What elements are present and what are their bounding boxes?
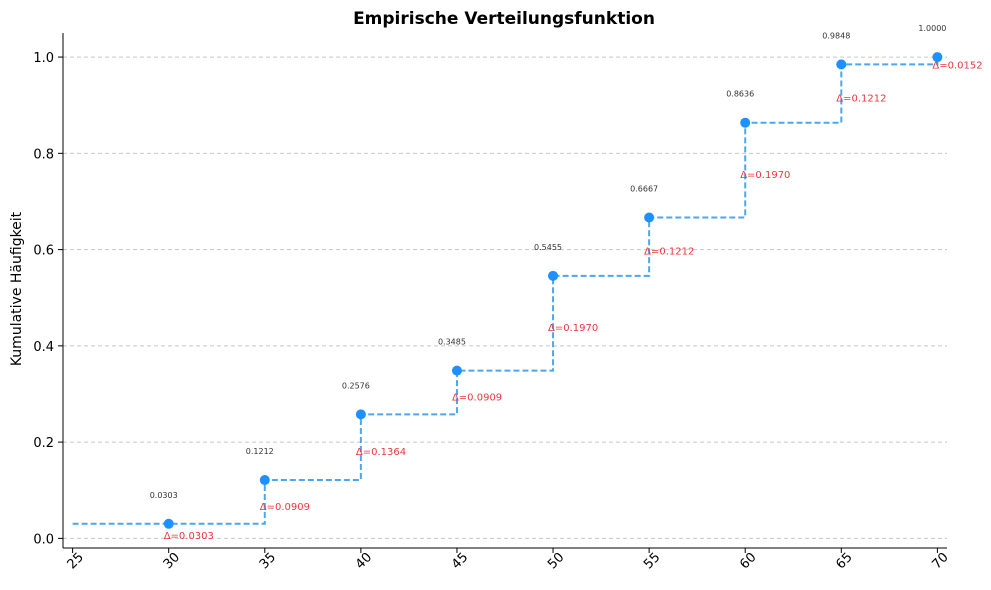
data-point — [163, 518, 174, 529]
y-tick-label: 0.4 — [33, 340, 54, 355]
data-point — [836, 59, 847, 70]
delta-label: Δ=0.0909 — [260, 502, 310, 513]
y-tick-label: 0.6 — [33, 244, 54, 259]
x-tick-label: 30 — [161, 550, 183, 572]
data-point — [451, 365, 462, 376]
x-tick-label: 40 — [353, 550, 375, 572]
delta-label: Δ=0.0303 — [164, 531, 214, 542]
y-tick-label: 0.0 — [33, 532, 54, 547]
x-tick-label: 55 — [641, 550, 663, 572]
data-point — [355, 409, 366, 420]
y-axis-label: Kumulative Häufigkeit — [9, 211, 25, 366]
x-tick-label: 60 — [737, 550, 759, 572]
delta-label: Δ=0.0909 — [452, 393, 502, 404]
delta-label: Δ=0.1970 — [548, 323, 598, 334]
x-tick-label: 50 — [545, 550, 567, 572]
value-label: 1.0000 — [918, 24, 946, 33]
value-label: 0.9848 — [822, 31, 850, 40]
value-label: 0.3485 — [438, 338, 466, 347]
x-tick-label: 70 — [929, 550, 951, 572]
data-point — [644, 212, 655, 223]
data-point — [259, 475, 270, 486]
value-label: 0.1212 — [246, 447, 274, 456]
data-point — [932, 52, 943, 63]
delta-label: Δ=0.1364 — [356, 447, 406, 458]
delta-label: Δ=0.1212 — [644, 247, 694, 258]
value-label: 0.8636 — [726, 90, 754, 99]
y-tick-label: 0.2 — [33, 436, 54, 451]
value-label: 0.0303 — [150, 491, 178, 500]
grid-lines — [63, 56, 947, 539]
chart-title: Empirische Verteilungsfunktion — [353, 9, 655, 29]
ecdf-step-line — [72, 57, 939, 525]
y-tick-label: 1.0 — [33, 51, 54, 66]
x-tick-label: 65 — [833, 550, 855, 572]
y-tick-label: 0.8 — [33, 147, 54, 162]
delta-label: Δ=0.1212 — [836, 94, 886, 105]
step-series — [72, 52, 943, 529]
x-tick-label: 45 — [449, 550, 471, 572]
value-label: 0.6667 — [630, 184, 658, 193]
delta-label: Δ=0.1970 — [740, 170, 790, 181]
value-label: 0.5455 — [534, 243, 562, 252]
x-tick-label: 35 — [257, 550, 279, 572]
delta-label: Δ=0.0152 — [932, 61, 982, 72]
data-labels: 0.0303 Δ=0.0303 0.1212 Δ=0.0909 0.2576 Δ=0.13… — [150, 24, 983, 542]
data-point — [548, 270, 559, 281]
x-tick-label: 25 — [65, 550, 87, 572]
value-label: 0.2576 — [342, 381, 370, 390]
data-point — [740, 117, 751, 128]
